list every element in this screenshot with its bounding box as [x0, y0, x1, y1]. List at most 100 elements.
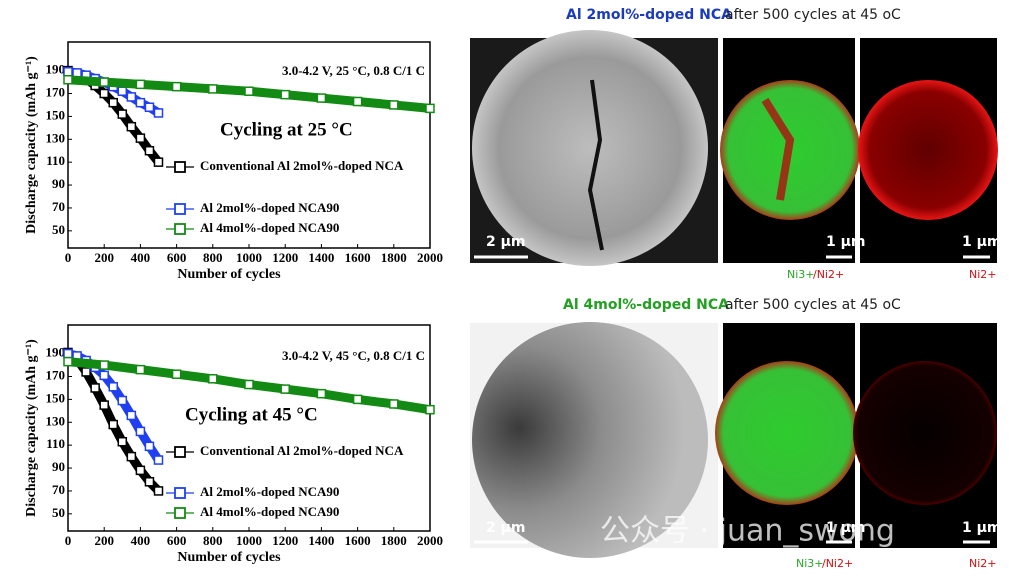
- y-tick-label: 50: [52, 222, 65, 237]
- point: [425, 404, 435, 415]
- x-tick-label: 0: [65, 533, 72, 548]
- y-tick-label: 150: [46, 390, 66, 405]
- map-label: Ni3+: [796, 557, 824, 570]
- x-tick-label: 1400: [308, 533, 334, 548]
- panel-title-rest: after 500 cycles at 45 oC: [725, 297, 901, 313]
- scale-label: 2 μm: [486, 520, 526, 536]
- x-tick-label: 400: [131, 533, 151, 548]
- point: [316, 93, 327, 103]
- point: [126, 92, 137, 102]
- point: [126, 121, 137, 132]
- panel-title-sample: Al 2mol%-doped NCA: [566, 7, 732, 23]
- point: [99, 370, 109, 381]
- map-label: /Ni2+: [813, 268, 844, 281]
- y-tick-label: 150: [46, 107, 66, 122]
- point: [153, 455, 164, 465]
- scale-label: 1 μm: [826, 520, 866, 536]
- particle-ni2: [853, 361, 997, 505]
- x-axis-label: Number of cycles: [177, 550, 281, 565]
- legend-label: Conventional Al 2mol%-doped NCA: [200, 158, 404, 173]
- point: [135, 97, 146, 108]
- point: [171, 369, 182, 379]
- y-tick-label: 70: [52, 482, 65, 497]
- legend-label: Al 2mol%-doped NCA90: [200, 200, 339, 215]
- panel-images: Al 2mol%-doped NCA after 500 cycles at 4…: [470, 7, 1002, 570]
- point: [81, 367, 91, 377]
- legend-label: Conventional Al 2mol%-doped NCA: [200, 443, 404, 458]
- point: [135, 79, 146, 90]
- x-tick-label: 1200: [272, 250, 298, 265]
- legend-marker: [174, 161, 186, 173]
- scale-label: 1 μm: [826, 234, 866, 250]
- point: [99, 77, 109, 87]
- point: [389, 100, 399, 110]
- point: [117, 109, 128, 119]
- point: [244, 379, 254, 390]
- y-tick-label: 170: [46, 84, 66, 99]
- point: [208, 84, 218, 94]
- scale-label: 2 μm: [486, 234, 526, 250]
- panel-title-sample: Al 4mol%-doped NCA: [563, 297, 729, 313]
- ni2-region: [761, 97, 795, 201]
- legend-marker: [174, 507, 186, 519]
- condition: 3.0-4.2 V, 25 °C, 0.8 C/1 C: [282, 63, 425, 78]
- chart-title: Cycling at 45 °C: [185, 404, 318, 425]
- point: [90, 383, 100, 393]
- x-tick-label: 1200: [272, 533, 298, 548]
- x-tick-label: 1400: [308, 250, 334, 265]
- x-tick-label: 1000: [236, 250, 262, 265]
- legend-marker: [174, 223, 186, 235]
- y-tick-label: 130: [46, 413, 66, 428]
- chart-title: Cycling at 25 °C: [220, 119, 353, 140]
- y-tick-label: 70: [52, 199, 65, 214]
- x-axis-label: Number of cycles: [177, 267, 281, 282]
- panel-title-rest: after 500 cycles at 45 oC: [725, 7, 901, 23]
- x-tick-label: 2000: [417, 533, 443, 548]
- point: [425, 103, 435, 114]
- point: [171, 81, 182, 92]
- legend-label: Al 2mol%-doped NCA90: [200, 484, 339, 499]
- x-tick-label: 1800: [381, 533, 407, 548]
- point: [63, 348, 73, 359]
- legend-label: Al 4mol%-doped NCA90: [200, 220, 339, 235]
- x-tick-label: 1800: [381, 250, 407, 265]
- y-tick-label: 130: [46, 130, 66, 145]
- point: [135, 465, 146, 476]
- y-tick-label: 110: [46, 436, 65, 451]
- point: [99, 400, 109, 410]
- point: [108, 97, 118, 108]
- point: [126, 451, 137, 462]
- point: [153, 486, 164, 496]
- point: [280, 384, 290, 394]
- ni2-label: Ni2+: [969, 557, 997, 570]
- x-tick-label: 1000: [236, 533, 262, 548]
- x-tick-label: 1600: [345, 533, 371, 548]
- map-label: Ni3+: [787, 268, 815, 281]
- point: [135, 133, 146, 143]
- point: [352, 394, 363, 405]
- legend-marker: [174, 446, 186, 458]
- x-tick-label: 600: [167, 533, 187, 548]
- y-axis-label: Discharge capacity (mAh g⁻¹): [24, 56, 39, 234]
- point: [99, 360, 109, 370]
- point: [126, 410, 137, 421]
- particle: [472, 322, 708, 558]
- point: [108, 419, 118, 430]
- legend-marker: [174, 487, 186, 499]
- point: [352, 96, 363, 107]
- point: [316, 388, 327, 399]
- y-tick-label: 90: [52, 459, 65, 474]
- point: [63, 75, 73, 85]
- y-axis-label: Discharge capacity (mAh g⁻¹): [24, 339, 39, 517]
- scale-label: 1 μm: [962, 520, 1002, 536]
- y-tick-label: 190: [46, 345, 66, 360]
- point: [389, 399, 399, 409]
- point: [135, 426, 146, 437]
- y-tick-label: 50: [52, 505, 65, 520]
- x-tick-label: 200: [94, 533, 114, 548]
- point: [99, 88, 109, 99]
- particle-map: [715, 361, 859, 505]
- x-tick-label: 0: [65, 250, 72, 265]
- point: [153, 108, 164, 118]
